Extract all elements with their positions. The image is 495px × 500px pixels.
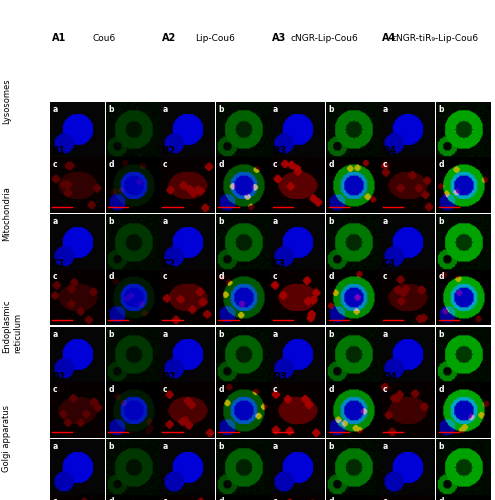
- Text: c: c: [383, 272, 387, 281]
- Text: cNGR-tiR₉-Lip-Cou6: cNGR-tiR₉-Lip-Cou6: [392, 34, 479, 43]
- Text: Lysosomes: Lysosomes: [2, 78, 11, 124]
- Text: A1: A1: [51, 33, 66, 43]
- Text: a: a: [273, 217, 278, 226]
- Text: d: d: [439, 272, 444, 281]
- Text: c: c: [52, 498, 57, 500]
- Text: d: d: [218, 272, 224, 281]
- Text: a: a: [162, 104, 168, 114]
- Text: c: c: [273, 272, 277, 281]
- Text: D1: D1: [51, 372, 66, 382]
- Text: B3: B3: [272, 146, 286, 156]
- Text: C1: C1: [51, 259, 65, 269]
- Text: b: b: [218, 330, 224, 338]
- Text: d: d: [329, 385, 334, 394]
- Text: b: b: [439, 104, 444, 114]
- Text: d: d: [108, 498, 114, 500]
- Text: a: a: [162, 330, 168, 338]
- Text: c: c: [383, 498, 387, 500]
- Text: c: c: [162, 498, 167, 500]
- Text: d: d: [329, 498, 334, 500]
- Text: b: b: [439, 330, 444, 338]
- Text: a: a: [52, 217, 57, 226]
- Text: d: d: [439, 498, 444, 500]
- Text: b: b: [329, 442, 334, 451]
- Text: B1: B1: [51, 146, 66, 156]
- Text: d: d: [218, 498, 224, 500]
- Text: d: d: [108, 272, 114, 281]
- Text: c: c: [162, 272, 167, 281]
- Text: Lip-Cou6: Lip-Cou6: [195, 34, 235, 43]
- Text: c: c: [383, 385, 387, 394]
- Text: Cou6: Cou6: [93, 34, 116, 43]
- Text: B4: B4: [382, 146, 396, 156]
- Text: a: a: [162, 442, 168, 451]
- Text: d: d: [218, 385, 224, 394]
- Text: b: b: [218, 217, 224, 226]
- Text: b: b: [108, 442, 114, 451]
- Text: a: a: [383, 442, 388, 451]
- Text: d: d: [329, 272, 334, 281]
- Text: A3: A3: [272, 33, 286, 43]
- Text: a: a: [383, 104, 388, 114]
- Text: C3: C3: [272, 259, 286, 269]
- Text: c: c: [273, 498, 277, 500]
- Text: b: b: [329, 104, 334, 114]
- Text: c: c: [52, 160, 57, 169]
- Text: Endoplasmic
reticulum: Endoplasmic reticulum: [2, 300, 22, 353]
- Text: b: b: [108, 330, 114, 338]
- Text: a: a: [383, 330, 388, 338]
- Text: c: c: [162, 160, 167, 169]
- Text: d: d: [108, 385, 114, 394]
- Text: A4: A4: [382, 33, 396, 43]
- Text: b: b: [439, 217, 444, 226]
- Text: a: a: [162, 217, 168, 226]
- Text: D3: D3: [272, 372, 287, 382]
- Text: b: b: [329, 330, 334, 338]
- Text: d: d: [108, 160, 114, 169]
- Text: a: a: [273, 330, 278, 338]
- Text: a: a: [52, 330, 57, 338]
- Text: b: b: [439, 442, 444, 451]
- Text: c: c: [162, 385, 167, 394]
- Text: Golgi apparatus: Golgi apparatus: [2, 405, 11, 472]
- Text: Mitochondria: Mitochondria: [2, 186, 11, 241]
- Text: c: c: [273, 160, 277, 169]
- Text: d: d: [439, 385, 444, 394]
- Text: B2: B2: [161, 146, 176, 156]
- Text: d: d: [329, 160, 334, 169]
- Text: c: c: [383, 160, 387, 169]
- Text: D4: D4: [382, 372, 396, 382]
- Text: b: b: [218, 442, 224, 451]
- Text: b: b: [108, 104, 114, 114]
- Text: d: d: [218, 160, 224, 169]
- Text: b: b: [218, 104, 224, 114]
- Text: c: c: [52, 385, 57, 394]
- Text: c: c: [273, 385, 277, 394]
- Text: b: b: [108, 217, 114, 226]
- Text: A2: A2: [161, 33, 176, 43]
- Text: D2: D2: [161, 372, 176, 382]
- Text: d: d: [439, 160, 444, 169]
- Text: b: b: [329, 217, 334, 226]
- Text: cNGR-Lip-Cou6: cNGR-Lip-Cou6: [291, 34, 359, 43]
- Text: a: a: [273, 442, 278, 451]
- Text: a: a: [52, 104, 57, 114]
- Text: C2: C2: [161, 259, 176, 269]
- Text: a: a: [273, 104, 278, 114]
- Text: a: a: [52, 442, 57, 451]
- Text: a: a: [383, 217, 388, 226]
- Text: C4: C4: [382, 259, 396, 269]
- Text: c: c: [52, 272, 57, 281]
